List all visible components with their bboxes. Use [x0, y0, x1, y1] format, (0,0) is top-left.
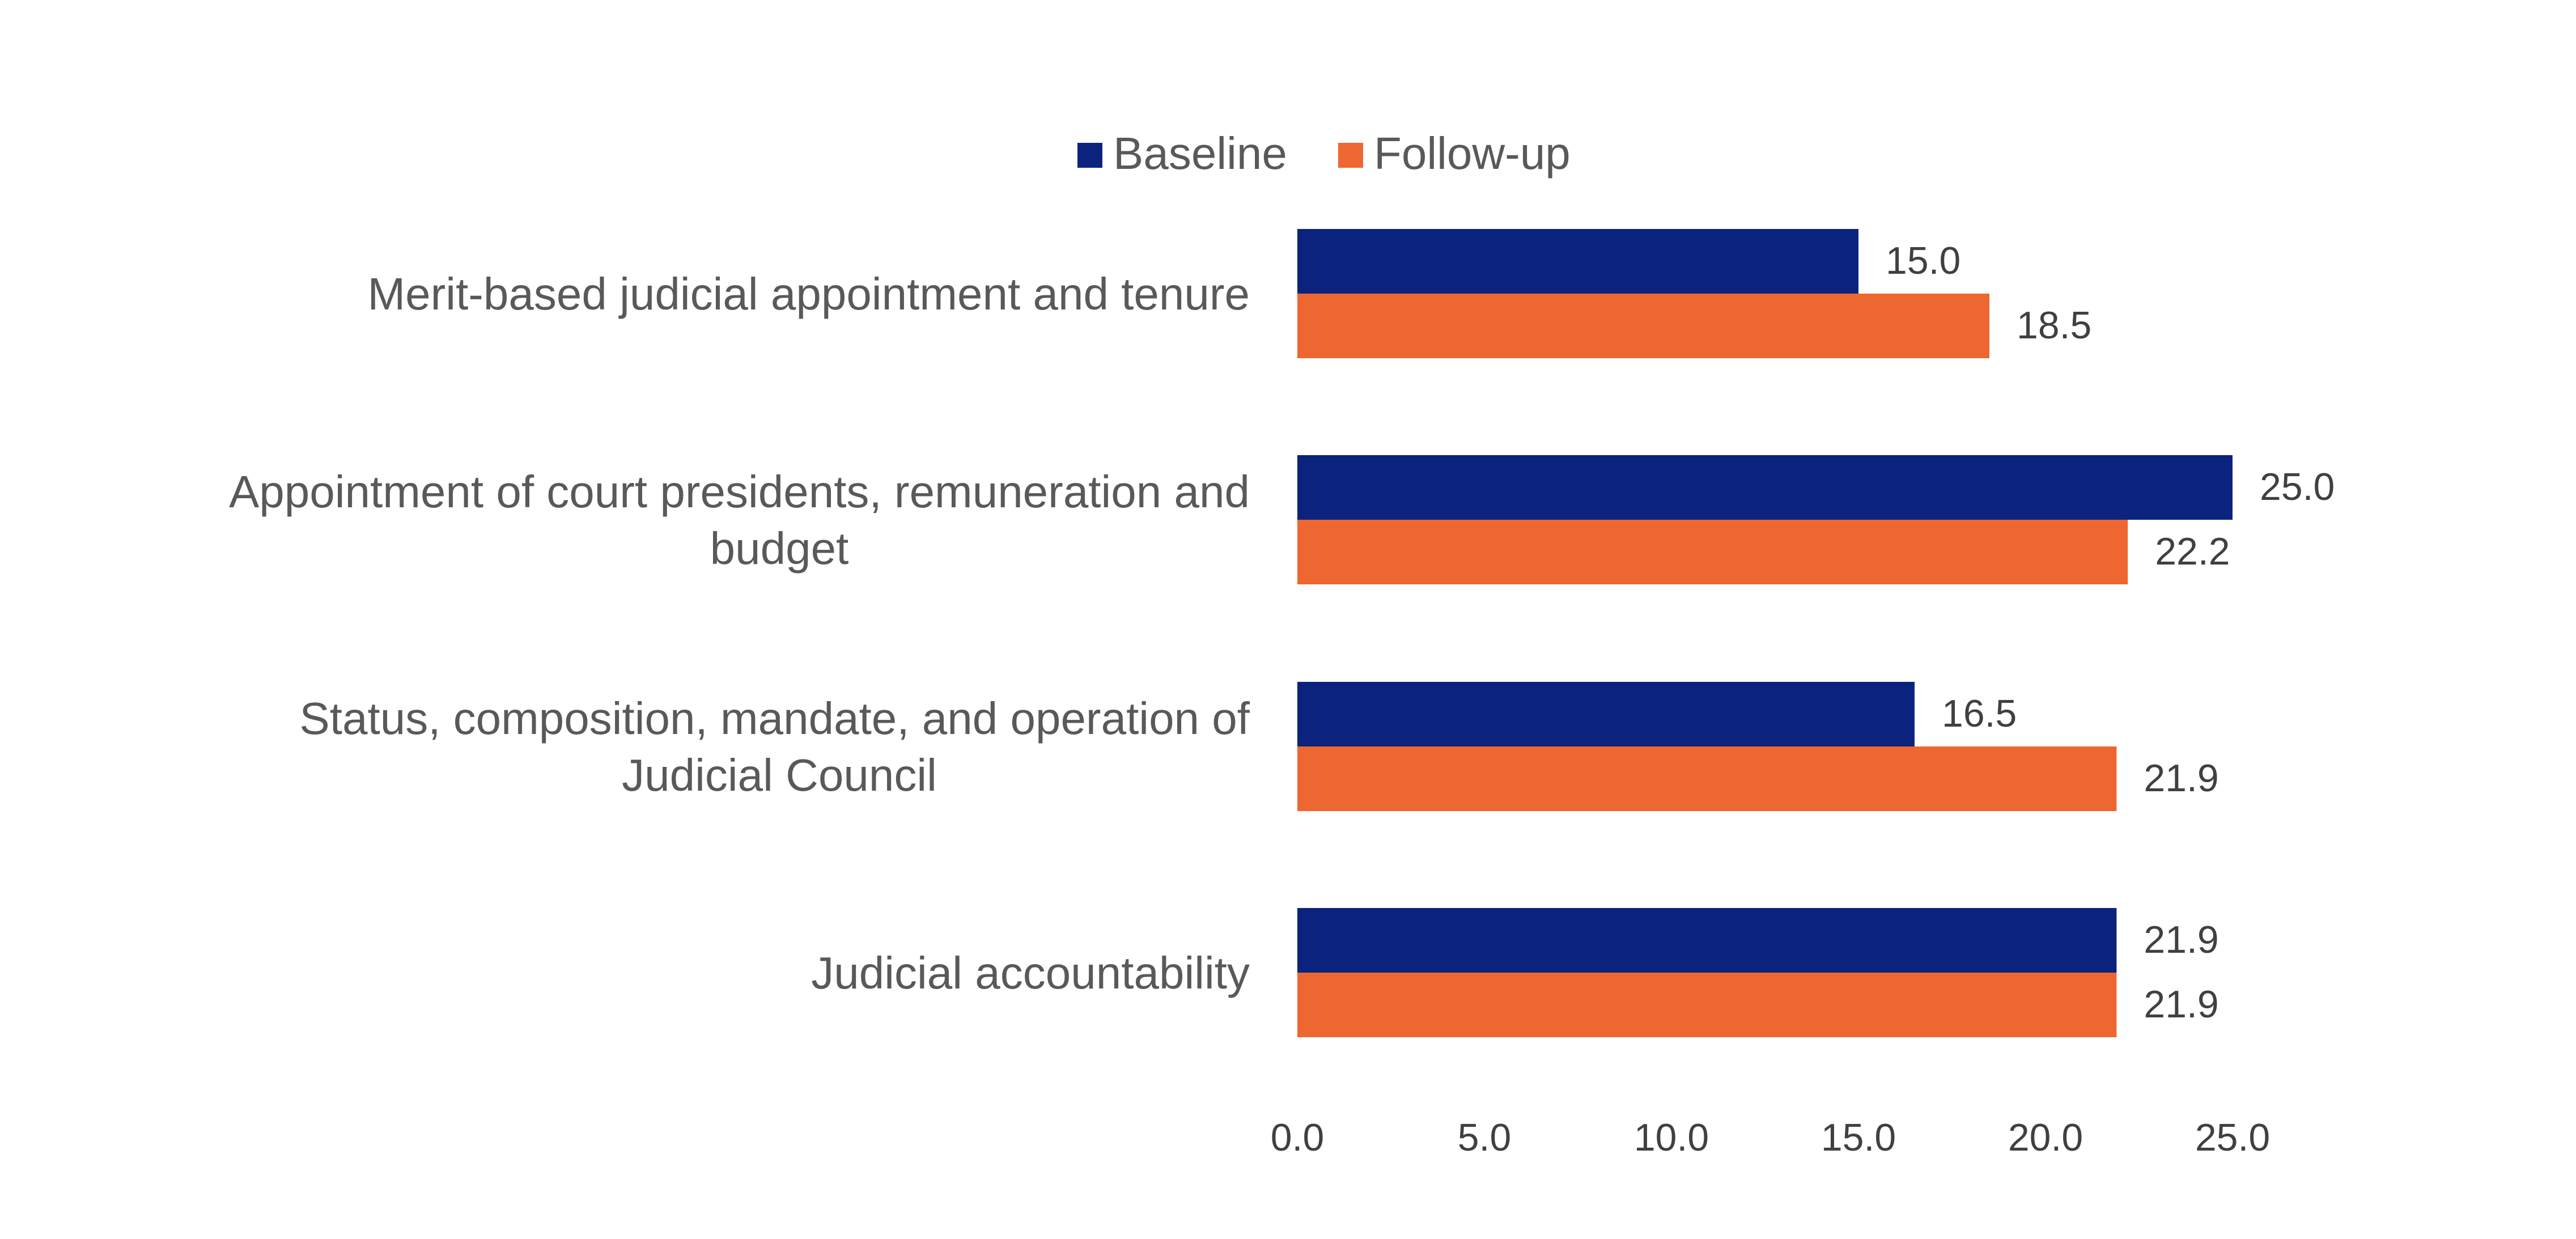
bar-baseline-3 [1297, 908, 2117, 973]
category-label-2-line-0: Status, composition, mandate, and operat… [299, 693, 1250, 744]
x-tick-label-5: 25.0 [2195, 1116, 2270, 1159]
value-label-1-3: 21.9 [2144, 983, 2218, 1026]
x-tick-label-0: 0.0 [1271, 1116, 1325, 1159]
value-label-0-1: 25.0 [2260, 465, 2335, 508]
category-labels: Merit-based judicial appointment and ten… [229, 269, 1250, 998]
legend-swatch-1 [1338, 143, 1363, 168]
category-label-0: Merit-based judicial appointment and ten… [368, 269, 1250, 319]
bar-follow-up-1 [1297, 520, 2128, 584]
category-label-2-line-1: Judicial Council [622, 750, 937, 800]
x-tick-label-3: 15.0 [1821, 1116, 1896, 1159]
bar-follow-up-3 [1297, 973, 2117, 1037]
x-tick-label-4: 20.0 [2008, 1116, 2083, 1159]
value-label-0-0: 15.0 [1886, 239, 1960, 282]
x-tick-label-1: 5.0 [1458, 1116, 1512, 1159]
value-label-1-0: 18.5 [2017, 304, 2091, 347]
category-label-1-line-1: budget [710, 523, 849, 574]
bars [1297, 229, 2233, 1037]
legend-swatch-0 [1077, 143, 1102, 168]
bar-baseline-2 [1297, 682, 1915, 746]
legend-label-0: Baseline [1113, 128, 1287, 179]
bar-baseline-0 [1297, 229, 1858, 294]
x-axis: 0.0 5.0 10.0 15.0 20.0 25.0 [1271, 1116, 2270, 1159]
value-label-0-2: 16.5 [1942, 692, 2017, 735]
x-tick-label-2: 10.0 [1634, 1116, 1709, 1159]
value-label-1-1: 22.2 [2155, 530, 2230, 573]
category-label-1-line-0: Appointment of court presidents, remuner… [229, 466, 1250, 517]
value-label-0-3: 21.9 [2144, 918, 2218, 961]
legend: Baseline Follow-up [1077, 128, 1571, 179]
value-labels: 15.0 25.0 16.5 21.9 18.5 22.2 21.9 21.9 [1886, 239, 2335, 1026]
bar-follow-up-0 [1297, 294, 1989, 358]
value-label-1-2: 21.9 [2144, 757, 2218, 800]
legend-label-1: Follow-up [1374, 128, 1571, 179]
bar-baseline-1 [1297, 455, 2233, 520]
bar-follow-up-2 [1297, 746, 2117, 811]
category-label-3: Judicial accountability [811, 948, 1250, 998]
